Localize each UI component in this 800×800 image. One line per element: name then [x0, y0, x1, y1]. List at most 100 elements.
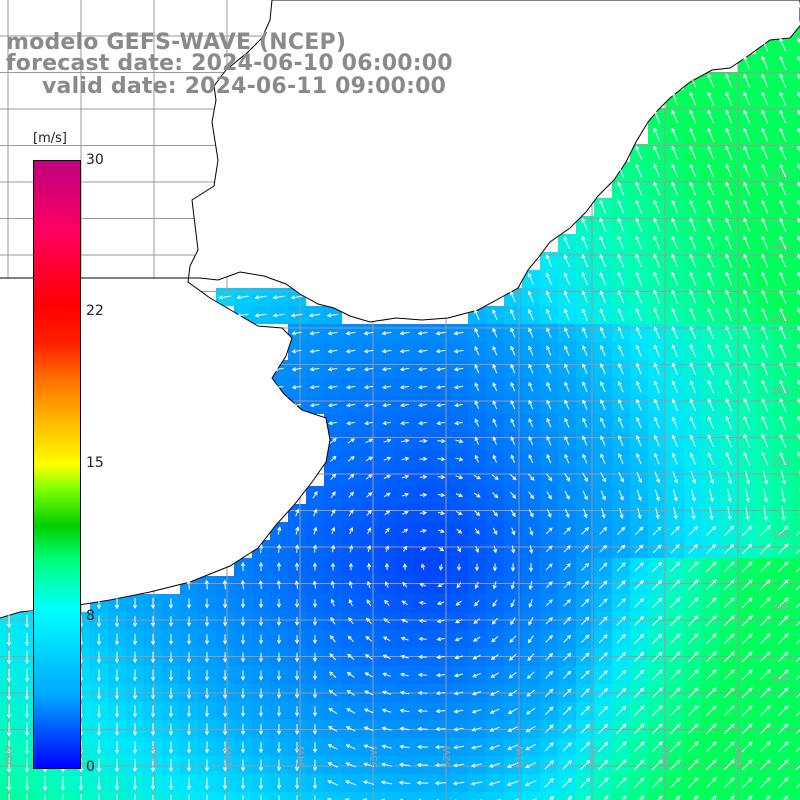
- wind-cell: [792, 180, 800, 198]
- wind-arrow: [743, 379, 751, 394]
- wind-arrow: [384, 527, 390, 534]
- wind-arrow: [474, 599, 480, 607]
- wind-arrow: [492, 382, 498, 392]
- lat-label: 38S: [771, 530, 790, 541]
- wind-arrow: [330, 508, 336, 517]
- wind-arrow: [633, 669, 645, 681]
- wind-arrow: [725, 271, 733, 286]
- wind-arrow: [437, 438, 446, 444]
- wind-arrow: [258, 561, 264, 571]
- wind-arrow: [795, 567, 800, 573]
- wind-arrow: [779, 451, 787, 466]
- wind-arrow: [452, 781, 465, 786]
- wind-arrow: [24, 722, 30, 737]
- wind-cell: [792, 630, 800, 648]
- wind-arrow: [152, 794, 154, 800]
- wind-arrow: [797, 1, 800, 8]
- wind-arrow: [26, 794, 28, 800]
- wind-arrow: [327, 331, 338, 336]
- wind-arrow: [168, 741, 174, 754]
- wind-arrow: [546, 491, 552, 500]
- wind-arrow: [240, 759, 246, 772]
- wind-arrow: [582, 453, 588, 464]
- wind-arrow: [743, 325, 751, 340]
- wind-arrow: [761, 73, 769, 88]
- wind-arrow: [294, 777, 300, 790]
- wind-arrow: [416, 780, 429, 786]
- wind-arrow: [417, 331, 428, 336]
- wind-arrow: [741, 777, 753, 789]
- wind-arrow: [401, 600, 408, 606]
- wind-arrow: [383, 492, 391, 498]
- wind-arrow: [291, 367, 302, 372]
- wind-arrow: [617, 199, 625, 214]
- wind-arrow: [474, 400, 480, 409]
- wind-cell: [792, 270, 800, 288]
- wind-arrow: [671, 271, 679, 286]
- wind-arrow: [492, 581, 497, 590]
- wind-arrow: [132, 723, 138, 736]
- lat-label: 40S: [771, 674, 790, 685]
- wind-arrow: [777, 705, 789, 717]
- wind-cell: [792, 378, 800, 396]
- wind-arrow: [188, 794, 190, 800]
- wind-arrow: [600, 472, 606, 483]
- wind-arrow: [617, 289, 625, 304]
- wind-arrow: [777, 543, 789, 555]
- wind-arrow: [598, 580, 608, 590]
- wind-arrow: [236, 313, 249, 318]
- wind-arrow: [687, 597, 699, 609]
- wind-arrow: [204, 634, 210, 645]
- wind-arrow: [653, 416, 660, 429]
- wind-arrow: [671, 217, 679, 232]
- lon-label: 54W: [296, 745, 307, 768]
- wind-arrow: [563, 272, 570, 285]
- wind-arrow: [545, 545, 553, 553]
- wind-arrow: [204, 705, 210, 718]
- wind-cell: [594, 792, 612, 800]
- wind-arrow: [689, 109, 697, 124]
- wind-arrow: [564, 381, 570, 392]
- wind-cell: [792, 342, 800, 360]
- wind-arrow: [545, 688, 554, 697]
- wind-arrow: [474, 563, 480, 572]
- wind-arrow: [436, 421, 445, 426]
- wind-arrow: [382, 421, 391, 426]
- wind-arrow: [348, 562, 354, 571]
- wind-arrow: [690, 471, 697, 484]
- wind-arrow: [510, 599, 516, 608]
- wind-arrow: [258, 616, 264, 627]
- wind-arrow: [254, 295, 267, 300]
- wind-arrow: [6, 776, 12, 792]
- wind-arrow: [636, 452, 642, 465]
- wind-arrow: [743, 73, 751, 88]
- wind-arrow: [582, 472, 588, 483]
- wind-arrow: [617, 235, 625, 250]
- wind-arrow: [725, 217, 733, 232]
- wind-arrow: [114, 740, 120, 755]
- wind-arrow: [528, 381, 534, 392]
- wind-arrow: [599, 526, 608, 535]
- wind-arrow: [725, 127, 733, 142]
- wind-arrow: [545, 617, 553, 625]
- wind-arrow: [186, 687, 192, 700]
- wind-arrow: [44, 794, 46, 800]
- wind-arrow: [260, 795, 262, 800]
- wind-arrow: [276, 562, 282, 571]
- wind-arrow: [186, 634, 192, 645]
- wind-arrow: [635, 181, 643, 196]
- wind-arrow: [438, 564, 444, 571]
- wind-arrow: [725, 253, 733, 268]
- wind-arrow: [402, 581, 408, 588]
- wind-cell: [792, 234, 800, 252]
- wind-arrow: [581, 580, 590, 589]
- wind-arrow: [401, 456, 410, 461]
- wind-arrow: [729, 795, 735, 800]
- wind-arrow: [689, 235, 697, 250]
- wind-arrow: [492, 436, 498, 445]
- wind-arrow: [544, 742, 554, 752]
- wind-arrow: [399, 744, 410, 749]
- wind-cell: [450, 792, 468, 800]
- wind-arrow: [455, 618, 463, 624]
- wind-arrow: [615, 741, 627, 753]
